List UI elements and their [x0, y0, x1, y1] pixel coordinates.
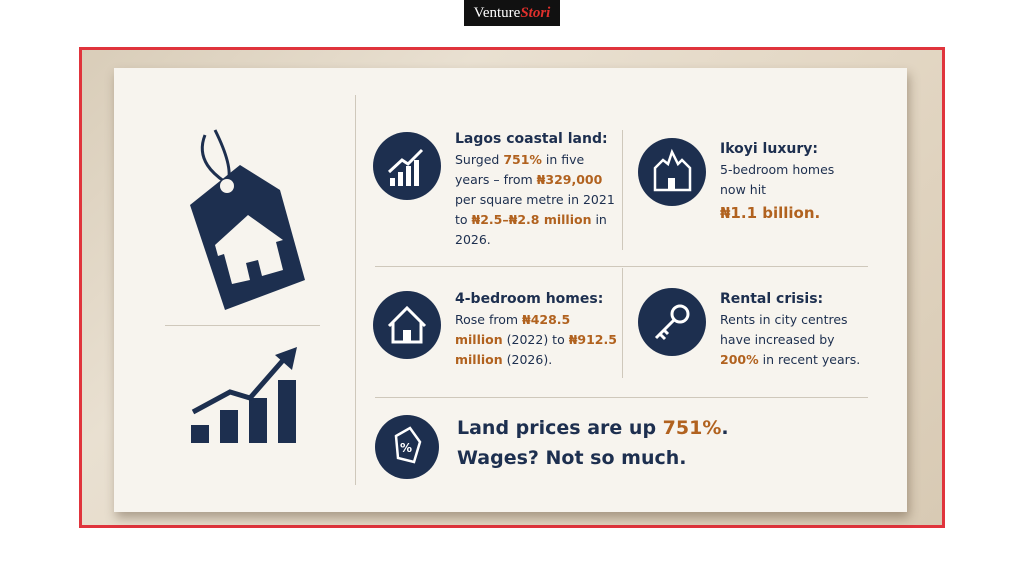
text: per square metre in 2021 to	[455, 192, 615, 227]
text: in five years – from	[455, 152, 585, 187]
icon-key	[638, 288, 706, 356]
text: Rents in city centres have increased by	[720, 312, 848, 347]
highlight: ₦912.5 million	[455, 332, 617, 367]
divider	[622, 130, 623, 250]
divider	[375, 266, 868, 267]
icon-mansion	[638, 138, 706, 206]
card-body: Rose from ₦428.5 million (2022) to ₦912.…	[455, 310, 620, 370]
svg-text:%: %	[400, 441, 412, 455]
highlight: ₦2.5–₦2.8 million	[471, 212, 592, 227]
card-body: 5-bedroom homes now hit	[720, 160, 835, 200]
footer-line: Land prices are up 751%.	[457, 413, 729, 443]
card: Ikoyi luxury: 5-bedroom homes now hit ₦1.1…	[720, 141, 835, 222]
footer: Land prices are up 751%. Wages? Not so mu…	[457, 413, 729, 473]
card: Rental crisis: Rents in city centres have…	[720, 291, 865, 370]
card: Lagos coastal land: Surged 751% in five y…	[455, 131, 620, 250]
chart-icon	[191, 347, 297, 443]
divider	[165, 325, 320, 326]
highlight: 200%	[720, 352, 759, 367]
card-body: Surged 751% in five years – from ₦329,00…	[455, 150, 620, 250]
logo-part: Venture	[473, 4, 521, 21]
text: (2022) to	[502, 332, 569, 347]
highlight: 751%	[503, 152, 542, 167]
icon-house	[373, 291, 441, 359]
highlight: ₦329,000	[536, 172, 603, 187]
divider	[355, 95, 356, 485]
icon-price-tag: %	[375, 415, 439, 479]
text: (2026).	[502, 352, 553, 367]
text: Surged	[455, 152, 504, 167]
tag-icon	[190, 129, 305, 310]
text: Wages? Not so much.	[457, 447, 687, 469]
card-title: Rental crisis:	[720, 291, 824, 307]
footer-line: Wages? Not so much.	[457, 443, 729, 473]
card-title: Ikoyi luxury:	[720, 141, 818, 157]
figure: ₦1.1 billion.	[720, 204, 821, 222]
card: 4-bedroom homes: Rose from ₦428.5 million…	[455, 291, 620, 370]
card-title: 4-bedroom homes:	[455, 291, 604, 307]
highlight: ₦428.5 million	[455, 312, 571, 347]
card-body: Rents in city centres have increased by …	[720, 310, 865, 370]
divider	[622, 268, 623, 378]
text: 5-bedroom homes now hit	[720, 162, 835, 197]
logo-part: Stori	[520, 4, 551, 21]
divider	[375, 397, 868, 398]
card-title: Lagos coastal land:	[455, 131, 608, 147]
text: Rose from	[455, 312, 523, 327]
text: Land prices are up	[457, 417, 663, 439]
text: in recent years.	[758, 352, 861, 367]
icon-trend	[373, 132, 441, 200]
text: .	[721, 417, 729, 439]
logo: Venture Stori	[464, 0, 560, 26]
highlight: 751%	[662, 417, 722, 439]
text: in 2026.	[455, 212, 607, 247]
